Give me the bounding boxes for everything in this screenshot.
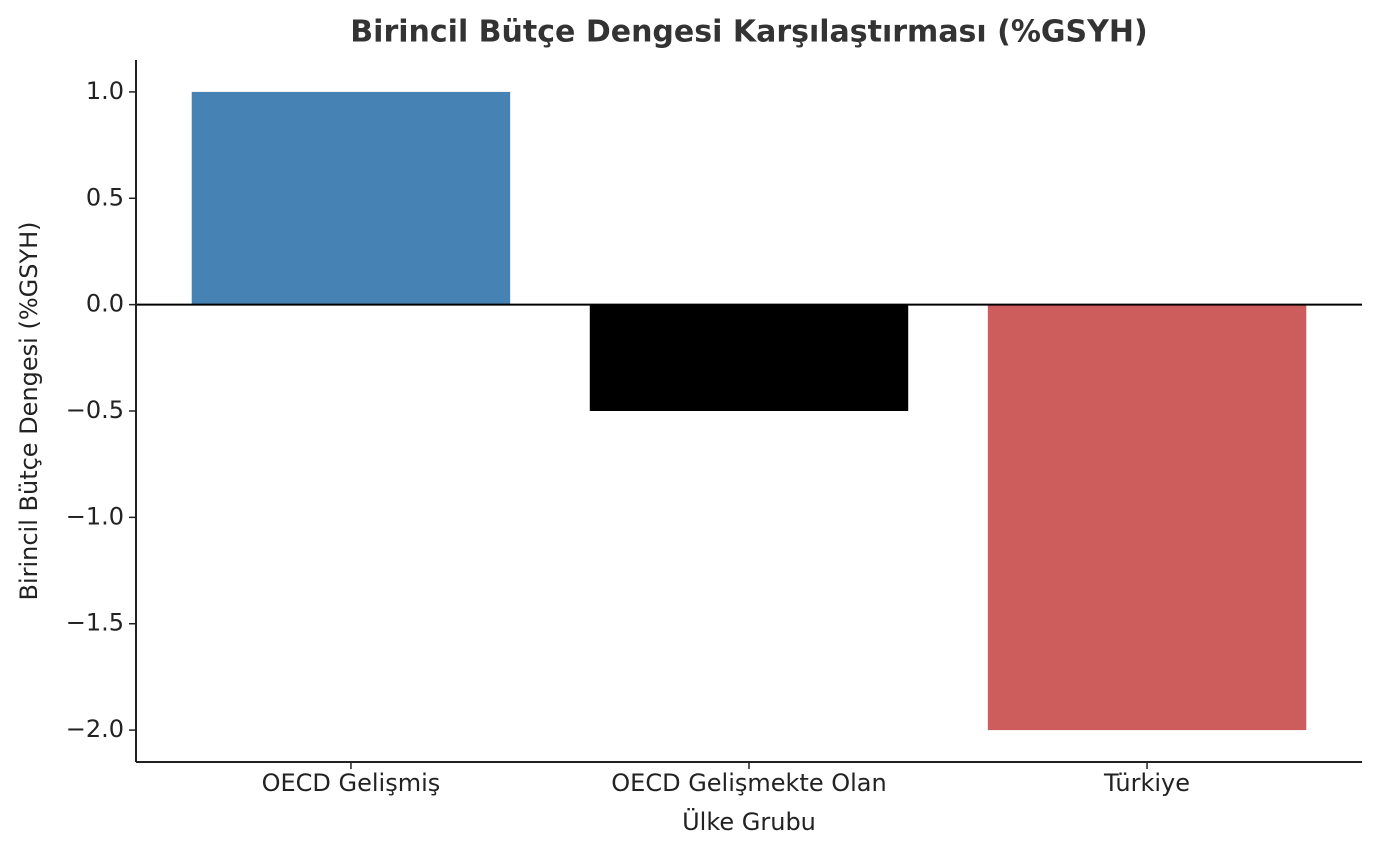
y-tick-label: 0.5 [86,183,124,211]
y-tick-label: −1.0 [66,502,124,530]
chart-title: Birincil Bütçe Dengesi Karşılaştırması (… [350,15,1147,50]
y-tick-label: −0.5 [66,396,124,424]
y-tick-label: 0.0 [86,290,124,318]
bar [191,91,511,305]
x-tick-label: Türkiye [1103,769,1190,797]
x-tick-label: OECD Gelişmekte Olan [611,769,886,797]
y-tick-label: 1.0 [86,77,124,105]
y-tick-label: −2.0 [66,715,124,743]
x-axis-label: Ülke Grubu [682,807,816,836]
y-axis-label: Birincil Bütçe Dengesi (%GSYH) [15,221,43,600]
y-tick-label: −1.5 [66,609,124,637]
x-tick-label: OECD Gelişmiş [262,769,441,797]
bar [589,304,909,411]
bar [987,304,1307,731]
